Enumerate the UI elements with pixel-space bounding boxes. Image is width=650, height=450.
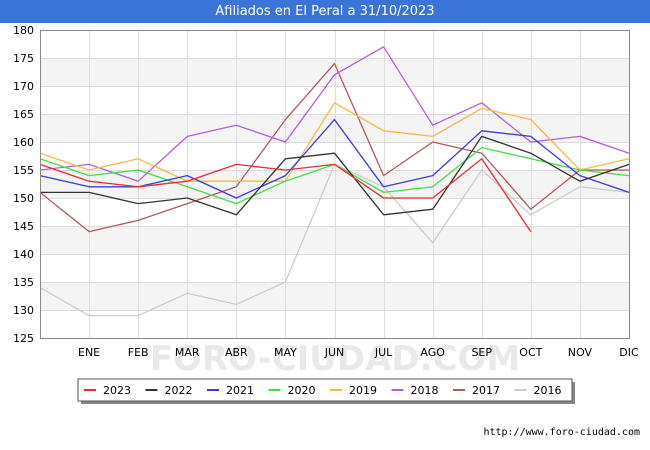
x-tick-label: ABR bbox=[225, 346, 248, 359]
legend-box bbox=[77, 378, 573, 402]
plot-band bbox=[40, 254, 629, 282]
x-axis-ticks: ENE FEB MAR ABR MAY JUN JUL AGO SEP OCT NOV DIC bbox=[78, 346, 639, 359]
x-tick-label: AGO bbox=[420, 346, 445, 359]
source-url: http://www.foro-ciudad.com bbox=[483, 427, 640, 438]
y-tick-label: 165 bbox=[13, 108, 34, 121]
legend-label-2017: 2017 bbox=[472, 384, 500, 397]
series-line-2019 bbox=[39, 102, 630, 182]
legend-label-2019: 2019 bbox=[349, 384, 377, 397]
legend-label-2023: 2023 bbox=[103, 384, 131, 397]
plot-band bbox=[40, 226, 629, 254]
x-tick-label: DIC bbox=[619, 346, 639, 359]
legend-label-2016: 2016 bbox=[534, 384, 562, 397]
series-line-2018 bbox=[39, 46, 630, 182]
x-tick-label: JUL bbox=[374, 346, 393, 359]
x-tick-label: MAR bbox=[175, 346, 200, 359]
series-line-2023 bbox=[39, 158, 532, 232]
y-tick-label: 150 bbox=[13, 192, 34, 205]
legend-label-2021: 2021 bbox=[226, 384, 254, 397]
legend: 2023 2022 2021 2020 2019 2018 2017 2016 bbox=[77, 378, 575, 404]
y-tick-label: 135 bbox=[13, 276, 34, 289]
y-tick-label: 170 bbox=[13, 80, 34, 93]
x-tick-label: JUN bbox=[324, 346, 345, 359]
plot-band bbox=[40, 114, 629, 142]
x-tick-label: ENE bbox=[78, 346, 100, 359]
plot-band bbox=[40, 198, 629, 226]
x-tick-label: SEP bbox=[471, 346, 492, 359]
plot-band bbox=[40, 170, 629, 198]
plot-band bbox=[40, 30, 629, 58]
legend-label-2018: 2018 bbox=[411, 384, 439, 397]
plot-background bbox=[40, 30, 629, 338]
plot-band bbox=[40, 310, 629, 338]
y-tick-label: 175 bbox=[13, 52, 34, 65]
plot-band bbox=[40, 282, 629, 310]
plot-frame bbox=[40, 30, 630, 339]
y-axis-ticks: 125 130 135 140 145 150 155 160 165 170 175 180 bbox=[13, 24, 34, 345]
chart-title: Afiliados en El Peral a 31/10/2023 bbox=[215, 4, 435, 19]
x-tick-label: NOV bbox=[568, 346, 593, 359]
legend-label-2022: 2022 bbox=[165, 384, 193, 397]
y-tick-label: 130 bbox=[13, 304, 34, 317]
y-tick-label: 140 bbox=[13, 248, 34, 261]
series-line-2022 bbox=[40, 135, 630, 216]
y-tick-label: 155 bbox=[13, 164, 34, 177]
title-bar: Afiliados en El Peral a 31/10/2023 bbox=[0, 0, 650, 23]
y-tick-label: 145 bbox=[13, 220, 34, 233]
y-tick-label: 180 bbox=[13, 24, 34, 37]
x-tick-label: MAY bbox=[274, 346, 297, 359]
y-tick-label: 125 bbox=[13, 332, 34, 345]
y-tick-label: 160 bbox=[13, 136, 34, 149]
plot-band bbox=[40, 86, 629, 114]
watermark: FORO-CIUDAD.COM bbox=[150, 339, 521, 379]
plot-band bbox=[40, 58, 629, 86]
series-lines bbox=[39, 46, 630, 317]
x-tick-label: FEB bbox=[128, 346, 149, 359]
legend-label-2020: 2020 bbox=[288, 384, 316, 397]
x-tick-label: OCT bbox=[519, 346, 542, 359]
series-line-2017 bbox=[39, 62, 629, 233]
